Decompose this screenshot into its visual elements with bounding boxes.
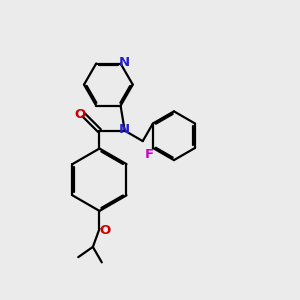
Text: F: F [145, 148, 154, 161]
Text: O: O [74, 108, 85, 121]
Text: O: O [100, 224, 111, 237]
Text: N: N [118, 56, 130, 69]
Text: N: N [119, 123, 130, 136]
